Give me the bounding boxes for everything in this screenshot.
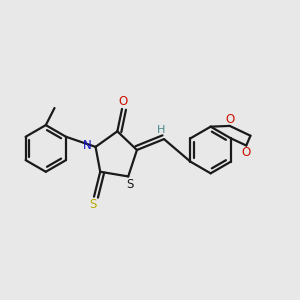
Text: O: O	[118, 95, 127, 108]
Text: H: H	[157, 125, 166, 135]
Text: O: O	[242, 146, 251, 159]
Text: S: S	[90, 198, 97, 211]
Text: S: S	[126, 178, 133, 191]
Text: O: O	[225, 112, 234, 126]
Text: N: N	[82, 139, 91, 152]
